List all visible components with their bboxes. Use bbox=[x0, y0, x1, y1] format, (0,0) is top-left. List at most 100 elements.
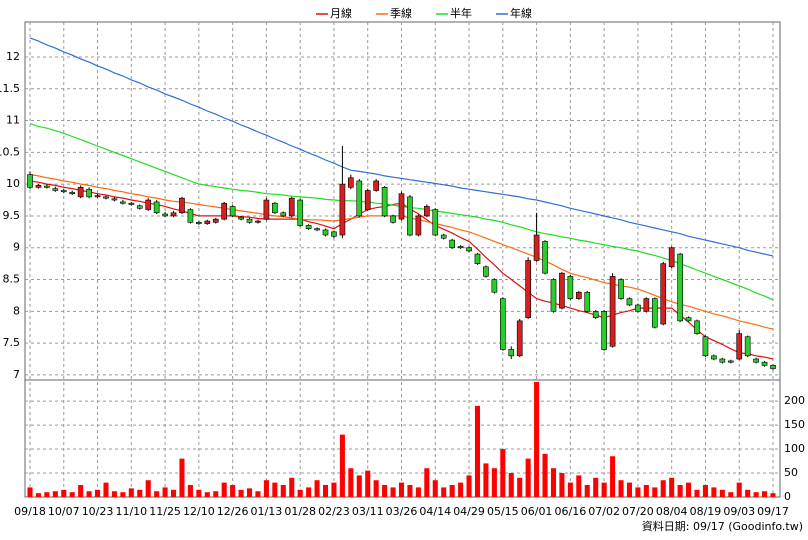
candle-body bbox=[668, 247, 675, 268]
volume-bar bbox=[635, 487, 641, 497]
candle-body bbox=[373, 180, 380, 191]
volume-bar bbox=[762, 491, 768, 497]
volume-bar bbox=[111, 491, 117, 497]
candle-body bbox=[196, 222, 202, 224]
candle-body bbox=[35, 185, 42, 188]
volume-bar bbox=[424, 468, 430, 497]
x-tick-label: 03/26 bbox=[386, 505, 418, 518]
x-tick-label: 02/23 bbox=[318, 505, 350, 518]
volume-bar bbox=[584, 485, 590, 497]
candle-body bbox=[314, 228, 320, 231]
candle-body bbox=[508, 349, 515, 357]
x-tick-label: 01/28 bbox=[284, 505, 316, 518]
volume-bar bbox=[508, 473, 514, 497]
volume-bar bbox=[550, 468, 557, 497]
y-tick-label: 9 bbox=[13, 241, 20, 254]
volume-bar bbox=[61, 489, 67, 497]
volume-bar bbox=[171, 489, 177, 497]
candle-body bbox=[491, 279, 498, 293]
volume-bar bbox=[230, 485, 236, 497]
volume-bar bbox=[770, 493, 776, 497]
candle-body bbox=[736, 333, 743, 360]
candle-body bbox=[685, 317, 692, 322]
volume-bar bbox=[162, 487, 168, 497]
candle-body bbox=[52, 188, 59, 191]
volume-bar bbox=[576, 475, 582, 497]
volume-bar bbox=[255, 491, 261, 497]
candle-body bbox=[381, 187, 388, 217]
y-tick-label: 10.5 bbox=[0, 145, 20, 158]
volume-bar bbox=[95, 489, 101, 497]
candle-body bbox=[432, 209, 439, 236]
candle-body bbox=[44, 185, 50, 188]
candle-body bbox=[727, 360, 734, 363]
candle-body bbox=[246, 218, 253, 223]
volume-bar bbox=[669, 477, 675, 497]
volume-bar bbox=[52, 491, 58, 497]
volume-bar bbox=[221, 482, 227, 497]
candle-body bbox=[280, 212, 287, 217]
x-tick-label: 10/23 bbox=[82, 505, 114, 518]
candle-body bbox=[643, 298, 650, 312]
candle-body bbox=[651, 298, 658, 328]
volume-bar bbox=[567, 482, 573, 497]
volume-bar bbox=[348, 468, 354, 497]
x-tick-label: 09/18 bbox=[14, 505, 46, 518]
volume-bar bbox=[677, 485, 683, 497]
volume-bar bbox=[398, 482, 405, 497]
volume-bar bbox=[745, 489, 751, 497]
candle-body bbox=[398, 193, 405, 220]
candle-body bbox=[584, 291, 591, 312]
x-tick-label: 09/17 bbox=[757, 505, 789, 518]
candle-body bbox=[348, 177, 354, 188]
volume-bar bbox=[86, 491, 92, 497]
volume-bar bbox=[373, 480, 379, 497]
x-tick-label: 12/10 bbox=[183, 505, 215, 518]
volume-bar bbox=[500, 449, 506, 497]
candle-body bbox=[440, 234, 447, 239]
volume-bar bbox=[686, 482, 692, 497]
candle-body bbox=[103, 196, 109, 199]
x-tick-label: 10/07 bbox=[48, 505, 80, 518]
candle-body bbox=[331, 231, 337, 237]
y-tick-label: 11 bbox=[6, 114, 20, 127]
x-tick-label: 04/29 bbox=[453, 505, 485, 518]
candle-body bbox=[711, 355, 717, 360]
volume-bar bbox=[474, 405, 481, 497]
candle-body bbox=[702, 336, 709, 357]
candle-body bbox=[415, 215, 422, 236]
volume-bar bbox=[69, 492, 75, 497]
volume-bar bbox=[238, 489, 244, 497]
volume-bar bbox=[187, 485, 193, 497]
candle-body bbox=[111, 198, 118, 201]
volume-bar bbox=[103, 482, 109, 497]
candle-body bbox=[297, 199, 304, 226]
x-tick-label: 08/04 bbox=[656, 505, 688, 518]
candle-body bbox=[449, 239, 455, 249]
volume-bar bbox=[466, 475, 472, 497]
volume-bar bbox=[390, 487, 396, 497]
volume-bar bbox=[449, 485, 455, 497]
candle-body bbox=[339, 183, 346, 236]
legend-label: 季線 bbox=[390, 6, 412, 20]
volume-bar bbox=[35, 493, 41, 497]
volume-bar bbox=[660, 480, 666, 497]
volume-bar bbox=[44, 492, 50, 497]
legend-label: 半年 bbox=[450, 6, 472, 20]
candle-body bbox=[474, 253, 481, 264]
y-tick-label: 9.5 bbox=[3, 209, 21, 222]
candle-body bbox=[305, 225, 312, 229]
volume-bar bbox=[289, 477, 295, 497]
y-tick-label: 8.5 bbox=[3, 273, 21, 286]
volume-bar bbox=[719, 489, 725, 497]
y-tick-label: 10 bbox=[6, 177, 20, 190]
candle-body bbox=[592, 311, 599, 318]
candle-body bbox=[69, 192, 76, 194]
volume-bar bbox=[610, 456, 616, 497]
volume-bar bbox=[246, 488, 253, 497]
volume-bar bbox=[483, 463, 489, 497]
candle-body bbox=[559, 272, 565, 309]
volume-bar bbox=[626, 482, 632, 497]
volume-bar bbox=[753, 492, 759, 497]
